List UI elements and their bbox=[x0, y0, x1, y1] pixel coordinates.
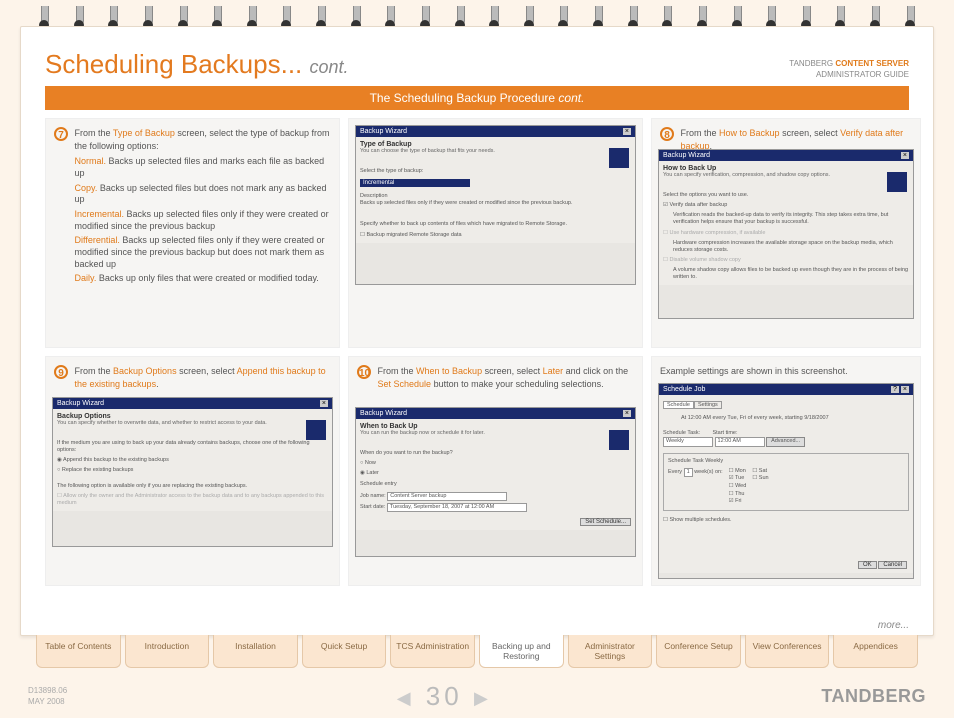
wizard-icon bbox=[609, 430, 629, 450]
step7-text: From the Type of Backup screen, select t… bbox=[75, 127, 330, 288]
close-icon: × bbox=[901, 152, 909, 159]
tab-table-of-contents[interactable]: Table of Contents bbox=[36, 635, 121, 668]
page-footer: D13898.06MAY 2008 ◀ 30 ▶ TANDBERG bbox=[28, 681, 926, 712]
step-badge-8: 8 bbox=[660, 127, 674, 141]
close-icon: × bbox=[623, 128, 631, 135]
bottom-tabs: Table of ContentsIntroductionInstallatio… bbox=[36, 635, 918, 668]
step7-screenshot: Backup Wizard× Type of Backup You can ch… bbox=[355, 125, 636, 285]
owner-access-checkbox: Allow only the owner and the Administrat… bbox=[57, 493, 328, 507]
tab-backing-up-and-restoring[interactable]: Backing up and Restoring bbox=[479, 635, 564, 668]
now-radio[interactable]: Now bbox=[360, 460, 631, 467]
page-number[interactable]: ◀ 30 ▶ bbox=[397, 681, 492, 712]
brand-logo: TANDBERG bbox=[821, 686, 926, 707]
close-icon: × bbox=[320, 400, 328, 407]
doc-header-id: TANDBERG CONTENT SERVER ADMINISTRATOR GU… bbox=[789, 59, 909, 80]
append-radio[interactable]: Append this backup to the existing backu… bbox=[57, 457, 328, 464]
step9-text: From the Backup Options screen, select A… bbox=[75, 365, 330, 390]
start-date-field: Tuesday, September 18, 2007 at 12:00 AM bbox=[387, 503, 527, 512]
remote-storage-checkbox[interactable]: Backup migrated Remote Storage data bbox=[360, 232, 631, 239]
ok-button[interactable]: OK bbox=[858, 561, 877, 569]
close-icon: × bbox=[901, 386, 909, 393]
prev-page-icon[interactable]: ◀ bbox=[397, 688, 415, 709]
cancel-button[interactable]: Cancel bbox=[878, 561, 907, 569]
step-badge-9: 9 bbox=[54, 365, 68, 379]
tab-installation[interactable]: Installation bbox=[213, 635, 298, 668]
section-bar: The Scheduling Backup Procedure cont. bbox=[45, 86, 909, 110]
step-badge-7: 7 bbox=[54, 127, 68, 141]
step-badge-10: 10 bbox=[357, 365, 371, 379]
next-page-icon[interactable]: ▶ bbox=[474, 688, 492, 709]
wizard-icon bbox=[887, 172, 907, 192]
close-icon: × bbox=[623, 410, 631, 417]
more-indicator: more... bbox=[878, 620, 909, 631]
schedule-task-select[interactable]: Weekly bbox=[663, 437, 713, 446]
step11-cell: Example settings are shown in this scree… bbox=[651, 356, 921, 586]
step10-screenshot: Backup Wizard× When to Back Up You can r… bbox=[355, 407, 636, 557]
step11-screenshot: Schedule Job? × ScheduleSettings At 12:0… bbox=[658, 383, 914, 579]
tab-introduction[interactable]: Introduction bbox=[125, 635, 210, 668]
page-title: Scheduling Backups... cont. bbox=[45, 49, 349, 80]
compression-checkbox: Use hardware compression, if available bbox=[663, 230, 909, 237]
advanced-button[interactable]: Advanced... bbox=[766, 437, 805, 446]
tab-tcs-administration[interactable]: TCS Administration bbox=[390, 635, 475, 668]
step10-text: From the When to Backup screen, select L… bbox=[378, 365, 633, 390]
job-name-field[interactable]: Content Server backup bbox=[387, 492, 507, 501]
shadow-copy-checkbox: Disable volume shadow copy bbox=[663, 257, 909, 264]
page-card: Scheduling Backups... cont. TANDBERG CON… bbox=[20, 26, 934, 636]
step9-screenshot: Backup Wizard× Backup Options You can sp… bbox=[52, 397, 333, 547]
tab-appendices[interactable]: Appendices bbox=[833, 635, 918, 668]
verify-checkbox[interactable]: Verify data after backup bbox=[663, 202, 909, 209]
step9-cell: 9 From the Backup Options screen, select… bbox=[45, 356, 340, 586]
step8-cell: 8 From the How to Backup screen, select … bbox=[651, 118, 921, 348]
step7-screenshot-cell: Backup Wizard× Type of Backup You can ch… bbox=[348, 118, 643, 348]
replace-radio[interactable]: Replace the existing backups bbox=[57, 467, 328, 474]
later-radio[interactable]: Later bbox=[360, 470, 631, 477]
set-schedule-button[interactable]: Set Schedule... bbox=[580, 518, 631, 526]
tab-quick-setup[interactable]: Quick Setup bbox=[302, 635, 387, 668]
backup-type-select[interactable]: Incremental bbox=[360, 179, 470, 187]
tab-administrator-settings[interactable]: Administrator Settings bbox=[568, 635, 653, 668]
step11-text: Example settings are shown in this scree… bbox=[660, 365, 912, 378]
wizard-icon bbox=[609, 148, 629, 168]
tab-view-conferences[interactable]: View Conferences bbox=[745, 635, 830, 668]
step10-cell: 10 From the When to Backup screen, selec… bbox=[348, 356, 643, 586]
wizard-icon bbox=[306, 420, 326, 440]
step7-cell: 7 From the Type of Backup screen, select… bbox=[45, 118, 340, 348]
tab-conference-setup[interactable]: Conference Setup bbox=[656, 635, 741, 668]
start-time-field[interactable]: 12:00 AM bbox=[715, 437, 765, 446]
multiple-schedules-checkbox[interactable]: Show multiple schedules. bbox=[663, 517, 909, 524]
step8-screenshot: Backup Wizard× How to Back Up You can sp… bbox=[658, 149, 914, 319]
